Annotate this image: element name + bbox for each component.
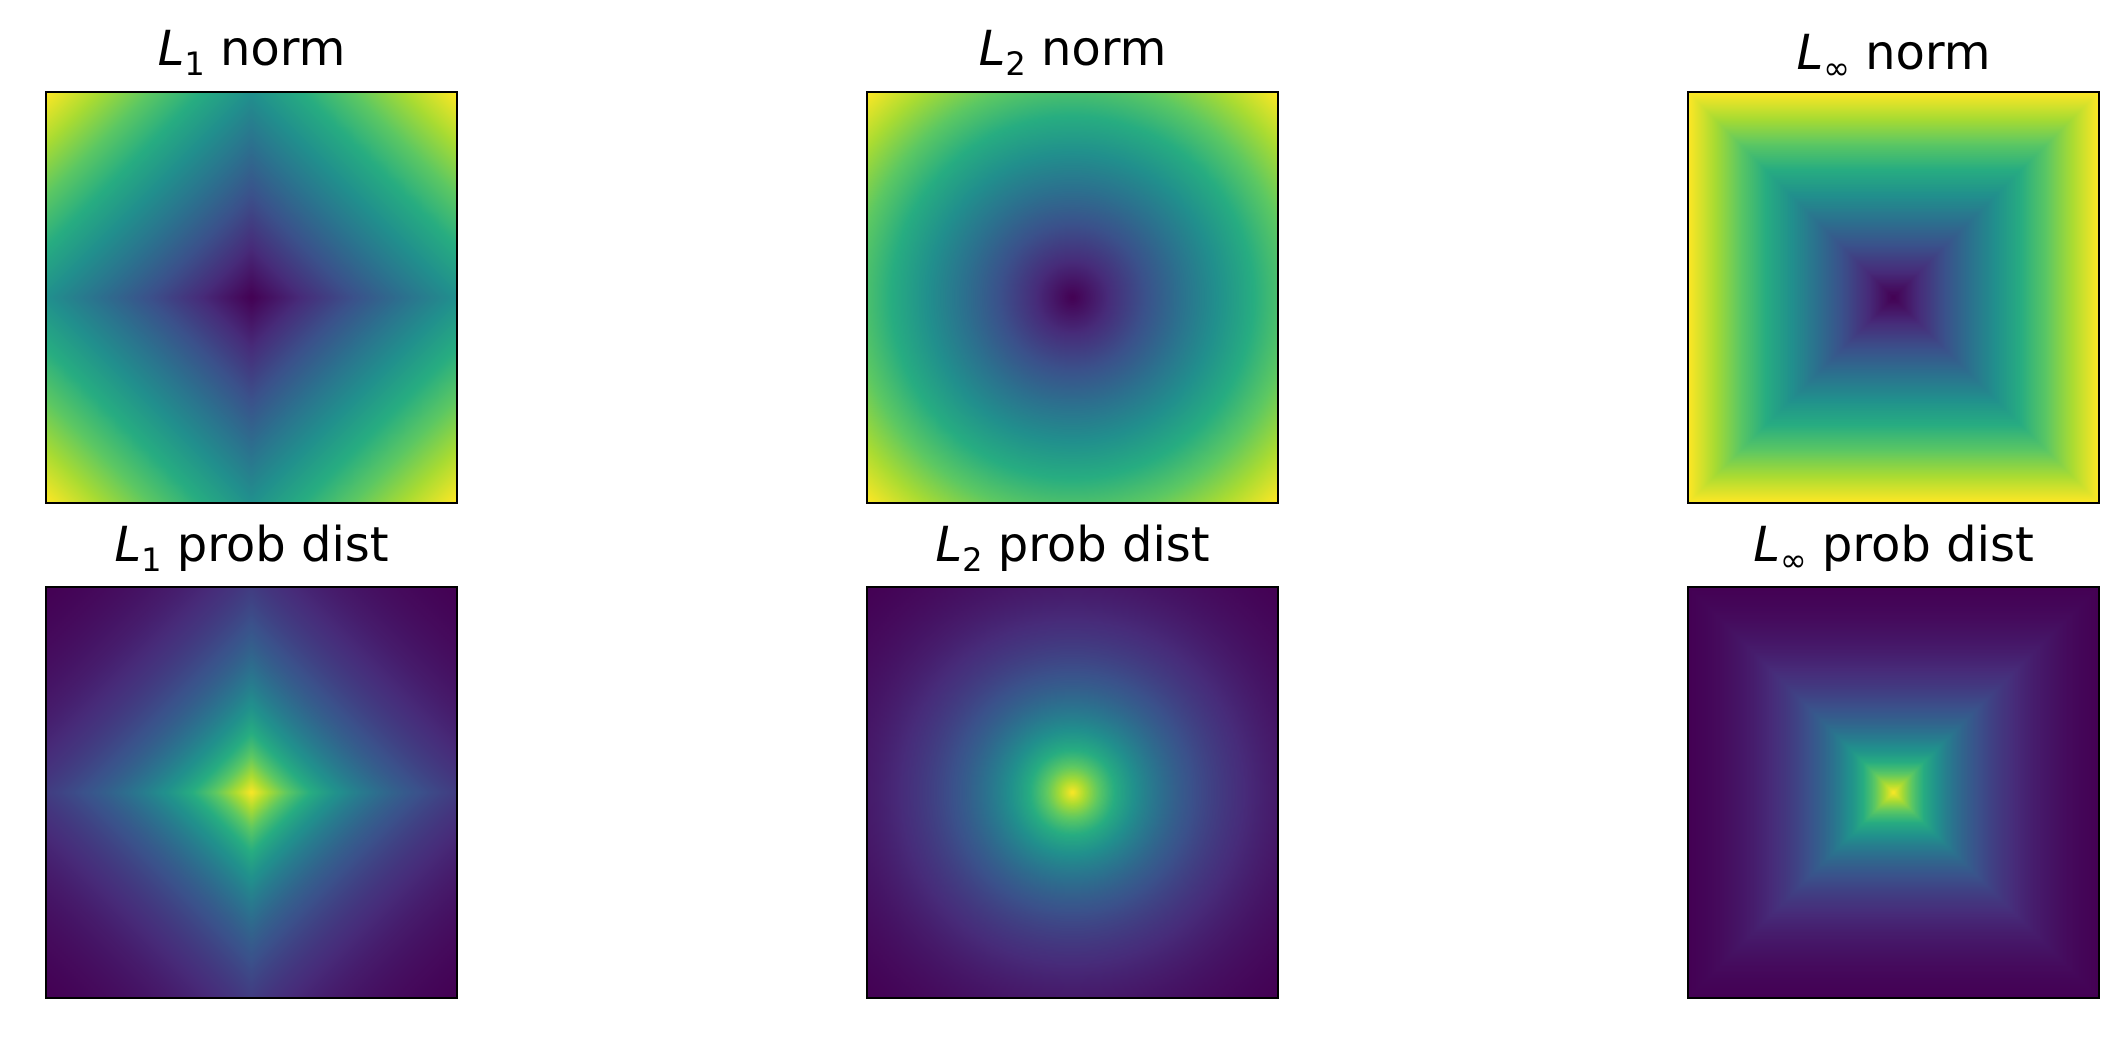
- title-symbol: L: [114, 517, 142, 573]
- heatmap-l1-norm: [45, 91, 458, 504]
- heatmap-canvas: [1689, 588, 2098, 997]
- title-suffix: norm: [219, 21, 346, 77]
- title-subscript: ∞: [1823, 49, 1850, 87]
- panel-title: L1 norm: [0, 20, 518, 83]
- panel-title: L1 prob dist: [0, 516, 518, 579]
- title-suffix: norm: [1865, 25, 1991, 81]
- title-suffix: prob dist: [1821, 517, 2034, 573]
- title-symbol: L: [1753, 517, 1780, 573]
- heatmap-l2-norm: [866, 91, 1279, 504]
- heatmap-canvas: [47, 588, 456, 997]
- title-suffix: prob dist: [997, 517, 1210, 573]
- heatmap-canvas: [868, 588, 1277, 997]
- heatmap-linf-norm: [1687, 91, 2100, 504]
- title-subscript: 2: [1005, 45, 1026, 83]
- heatmap-l1-prob-dist: [45, 586, 458, 999]
- heatmap-canvas: [47, 93, 456, 502]
- title-symbol: L: [157, 21, 185, 77]
- panel-title: L2 prob dist: [806, 516, 1339, 579]
- panel-title: L∞ prob dist: [1627, 516, 2127, 579]
- title-symbol: L: [1796, 25, 1824, 81]
- heatmap-linf-prob-dist: [1687, 586, 2100, 999]
- panel-title: L∞ norm: [1627, 24, 2127, 87]
- title-subscript: 1: [141, 541, 162, 579]
- title-subscript: ∞: [1779, 541, 1807, 579]
- title-symbol: L: [978, 21, 1006, 77]
- heatmap-l2-prob-dist: [866, 586, 1279, 999]
- title-symbol: L: [935, 517, 963, 573]
- title-subscript: 2: [962, 541, 983, 579]
- title-subscript: 1: [184, 45, 205, 83]
- panel-title: L2 norm: [806, 20, 1339, 83]
- title-suffix: norm: [1040, 21, 1167, 77]
- heatmap-canvas: [868, 93, 1277, 502]
- heatmap-canvas: [1689, 93, 2098, 502]
- title-suffix: prob dist: [176, 517, 389, 573]
